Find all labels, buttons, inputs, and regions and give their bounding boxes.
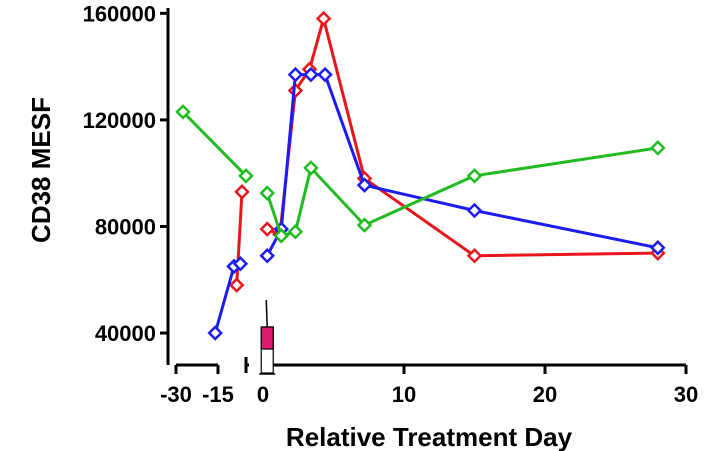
data-point-marker <box>356 217 373 233</box>
x-tick-label: 30 <box>674 382 698 407</box>
labels-layer: Relative Treatment Day CD38 MESF 40000 80… <box>26 1 698 451</box>
data-point-marker <box>466 248 483 264</box>
data-point-marker <box>234 184 250 200</box>
data-point-marker <box>232 255 249 272</box>
series-line <box>235 191 244 286</box>
series-layer <box>175 10 666 341</box>
y-axis-title: CD38 MESF <box>26 97 56 243</box>
y-tick-label: 120000 <box>83 108 156 133</box>
series-1 <box>228 10 666 293</box>
series-line <box>181 110 248 177</box>
data-point-marker <box>356 177 373 193</box>
data-point-marker <box>273 228 290 244</box>
x-tick-label: 10 <box>392 382 416 407</box>
x-tick-label: 20 <box>533 382 557 407</box>
data-point-marker <box>315 10 332 27</box>
syringe-dose <box>260 326 274 350</box>
x-tick-label: -15 <box>202 382 234 407</box>
y-tick-label: 80000 <box>95 214 156 239</box>
data-point-marker <box>259 221 275 237</box>
data-point-marker <box>228 277 245 293</box>
annotation-layer <box>259 299 276 375</box>
data-point-marker <box>207 325 223 341</box>
data-point-marker <box>175 104 191 120</box>
data-point-marker <box>303 66 319 83</box>
data-point-marker <box>287 224 304 240</box>
series-line <box>265 73 659 257</box>
y-tick-label: 40000 <box>95 321 156 346</box>
series-line <box>265 146 659 238</box>
data-point-marker <box>317 66 333 83</box>
axes <box>160 8 688 374</box>
x-axis-title: Relative Treatment Day <box>286 422 573 451</box>
data-point-marker <box>259 185 275 201</box>
data-point-marker <box>466 168 483 184</box>
data-point-marker <box>466 202 483 219</box>
series-3 <box>175 104 666 244</box>
data-point-marker <box>287 66 304 83</box>
series-line <box>266 17 658 258</box>
x-tick-label: -30 <box>160 382 192 407</box>
data-point-marker <box>238 168 254 184</box>
y-tick-label: 160000 <box>83 1 156 26</box>
x-tick-label: 0 <box>257 382 269 407</box>
data-point-marker <box>259 248 275 264</box>
syringe-needle <box>265 299 268 329</box>
data-point-marker <box>303 160 319 176</box>
data-point-marker <box>650 140 666 156</box>
data-point-marker <box>650 240 666 256</box>
series-2 <box>207 66 666 341</box>
